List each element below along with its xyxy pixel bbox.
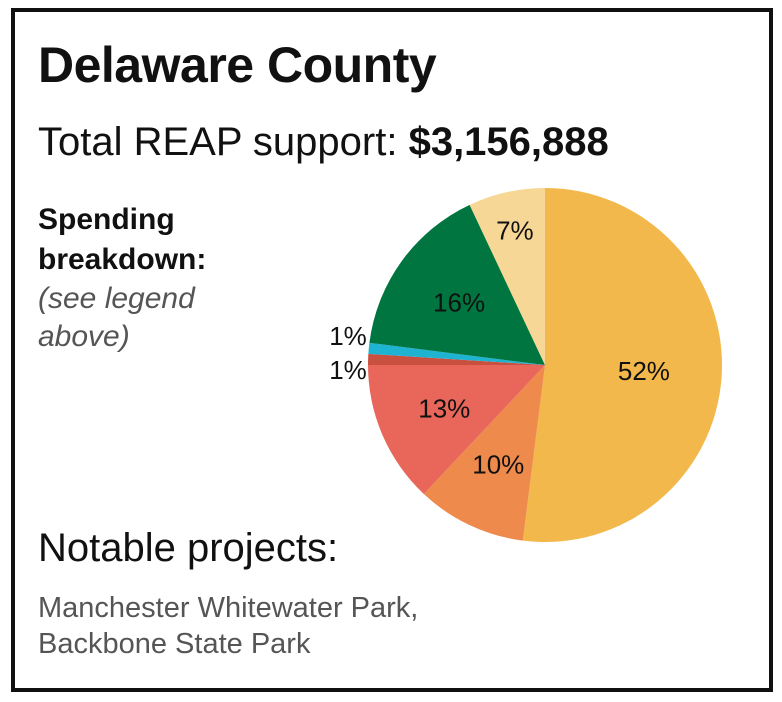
total-support-label: Total REAP support:	[38, 120, 398, 164]
pie-slice-0	[522, 188, 722, 542]
breakdown-title-line1: Spending	[38, 203, 175, 236]
pie-label-4: 1%	[329, 321, 367, 351]
pie-label-0: 52%	[618, 356, 670, 386]
notable-projects-heading: Notable projects:	[38, 526, 339, 570]
spending-breakdown: Spending breakdown: (see legend above)	[38, 200, 318, 356]
county-title: Delaware County	[38, 37, 437, 93]
pie-slice-1	[423, 365, 545, 541]
breakdown-title-line2: breakdown:	[38, 243, 207, 276]
total-support-amount: $3,156,888	[408, 120, 609, 164]
pie-label-3: 1%	[329, 355, 367, 385]
pie-slice-3	[368, 353, 545, 365]
pie-slice-4	[368, 342, 545, 365]
breakdown-note: (see legend above)	[38, 282, 195, 353]
pie-label-2: 13%	[418, 394, 470, 424]
pie-slice-5	[369, 204, 545, 365]
pie-label-5: 16%	[433, 288, 485, 318]
notable-projects-list: Manchester Whitewater Park, Backbone Sta…	[38, 590, 598, 662]
notable-project-2: Backbone State Park	[38, 628, 311, 660]
pie-slice-6	[469, 188, 545, 365]
pie-slice-2	[368, 365, 545, 495]
pie-label-6: 7%	[496, 215, 534, 245]
notable-project-1: Manchester Whitewater Park,	[38, 592, 419, 624]
pie-label-1: 10%	[472, 449, 524, 479]
total-support: Total REAP support: $3,156,888	[38, 122, 609, 162]
